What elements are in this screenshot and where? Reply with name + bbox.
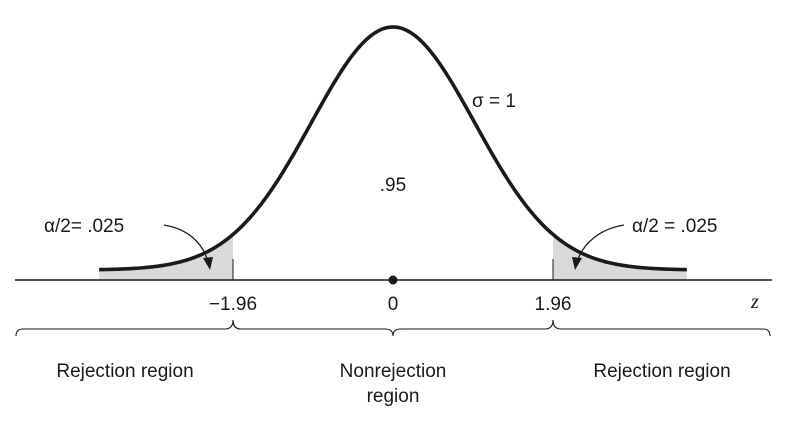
z-axis-variable-label: z — [750, 291, 759, 313]
left-tail-label: α/2= .025 — [44, 216, 124, 237]
right-tail-arrow — [576, 224, 625, 263]
tick-label-neg-critical: −1.96 — [209, 294, 257, 315]
nonrejection-region-label-line2: region — [367, 386, 420, 407]
tick-label-pos-critical: 1.96 — [535, 294, 572, 315]
right-region-brace — [552, 319, 771, 337]
middle-region-brace — [232, 319, 554, 337]
right-tail-label: α/2 = .025 — [632, 216, 717, 237]
normal-curve — [98, 25, 688, 272]
right-tail-arrowhead — [572, 257, 582, 270]
left-tail-arrowhead — [203, 257, 213, 270]
tick-label-mean: 0 — [388, 294, 399, 315]
mean-point — [388, 275, 398, 285]
right-rejection-region-label: Rejection region — [593, 361, 730, 382]
left-rejection-region-label: Rejection region — [56, 361, 193, 382]
nonrejection-region-label-line1: Nonrejection — [340, 361, 447, 382]
left-region-brace — [15, 319, 242, 337]
center-area-label: .95 — [380, 175, 406, 196]
left-tail-arrow — [163, 224, 209, 263]
sigma-label: σ = 1 — [472, 91, 516, 112]
